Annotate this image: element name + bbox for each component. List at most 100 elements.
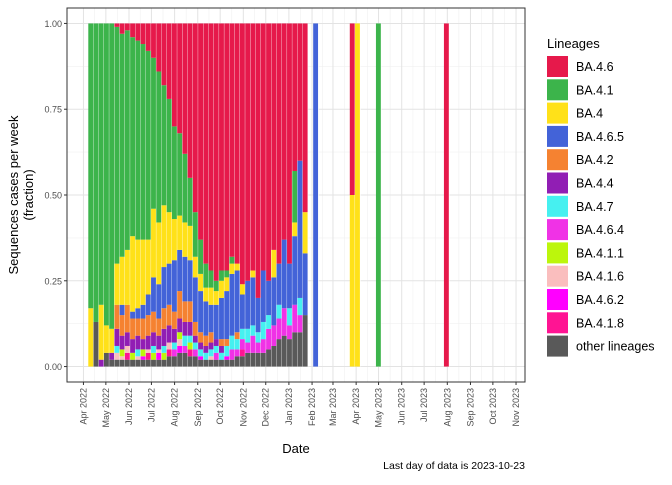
- week-bar: [151, 23, 157, 367]
- legend-swatch: [547, 265, 568, 287]
- bar-segment-ba-4-7: [250, 325, 256, 336]
- week-bar: [245, 23, 251, 367]
- bar-segment-ba-4-6-4: [192, 349, 199, 357]
- y-axis: 0.00 0.25 0.50 0.75 1.00: [44, 19, 67, 372]
- bar-segment-ba-4-6-5: [166, 263, 172, 305]
- bar-segment-ba-4-4: [203, 345, 209, 353]
- bar-segment-ba-4-6-5: [145, 294, 152, 316]
- bar-segment-ba-4-1: [198, 239, 204, 274]
- bar-segment-ba-4-1: [166, 98, 172, 213]
- x-tick-label: Sep 2023: [465, 388, 475, 427]
- bar-segment-ba-4-2: [171, 311, 178, 329]
- bar-segment-ba-4: [250, 270, 256, 278]
- bar-segment-ba-4-6: [151, 23, 157, 58]
- bar-segment-ba-4-6-4: [234, 349, 240, 357]
- bar-segment-ba-4-4: [198, 342, 204, 350]
- y-axis-title: Sequences cases per week (fraction): [6, 115, 36, 274]
- bar-segment-ba-4-2: [192, 321, 199, 336]
- bar-segment-ba-4-1: [114, 26, 120, 264]
- week-bar: [239, 23, 246, 367]
- week-bar: [224, 23, 230, 367]
- bar-segment-ba-4-6-4: [182, 345, 188, 353]
- bar-segment-ba-4: [130, 236, 136, 312]
- bar-segment-ba-4-6-5: [260, 270, 267, 322]
- week-bar: [135, 23, 141, 367]
- x-tick-label: Jul 2023: [419, 388, 429, 422]
- bar-segment-ba-4-6-5: [266, 280, 272, 316]
- week-bar: [88, 23, 94, 367]
- bar-segment-ba-4-1-6: [114, 352, 120, 360]
- bar-segment-ba-4-6: [229, 23, 235, 257]
- bar-segment-ba-4-6: [219, 23, 225, 271]
- bar-segment-ba-4-1: [229, 256, 235, 264]
- bar-segment-ba-4-7: [182, 335, 188, 346]
- bar-segment-ba-4-6-5: [250, 277, 256, 326]
- legend-item: BA.4.6.2: [547, 289, 624, 310]
- bar-segment-ba-4: [140, 239, 146, 305]
- bar-segment-ba-4-1: [156, 71, 162, 223]
- bar-segment-ba-4-6-5: [313, 23, 319, 367]
- bar-segment-ba-4-6-5: [156, 284, 162, 319]
- bar-segment-ba-4-1: [182, 153, 188, 223]
- bar-segment-ba-4-7: [219, 352, 225, 360]
- bar-segment-other-lineages: [234, 356, 240, 367]
- bar-segment-ba-4-4: [182, 321, 188, 336]
- week-bar: [234, 23, 241, 367]
- week-bar: [203, 23, 209, 367]
- legend-item: other lineages: [547, 335, 655, 357]
- bar-segment-other-lineages: [271, 345, 277, 367]
- bar-segment-ba-4: [145, 239, 152, 295]
- bars: [88, 23, 450, 367]
- bar-segment-ba-4-4: [140, 339, 146, 350]
- bar-segment-ba-4-6-2: [224, 356, 230, 360]
- bar-segment-ba-4-6-4: [287, 325, 293, 340]
- bar-segment-ba-4-6: [443, 23, 450, 367]
- bar-segment-ba-4-1-6: [177, 339, 183, 346]
- legend-item: BA.4.2: [547, 149, 614, 171]
- x-tick-label: Oct 2023: [488, 388, 498, 425]
- bar-segment-ba-4-2: [151, 311, 157, 333]
- legend-label: BA.4.1: [576, 83, 614, 97]
- y-axis-title-line-2: (fraction): [21, 169, 36, 220]
- bar-segment-ba-4-6: [224, 23, 230, 271]
- legend-swatch: [547, 195, 568, 217]
- bar-segment-ba-4: [292, 222, 298, 237]
- week-bar: [443, 23, 450, 367]
- bar-segment-ba-4-4: [130, 339, 136, 353]
- bar-segment-ba-4-1: [171, 126, 178, 220]
- week-bar: [208, 23, 215, 367]
- x-tick-label: Aug 2023: [442, 388, 452, 427]
- bar-segment-ba-4-1-1: [130, 352, 136, 360]
- bar-segment-ba-4: [234, 263, 240, 271]
- legend-item: BA.4.6.5: [547, 125, 624, 147]
- week-bar: [297, 23, 304, 367]
- week-bar: [355, 23, 361, 367]
- bar-segment-ba-4-6: [177, 23, 183, 134]
- bar-segment-ba-4-4: [171, 328, 178, 343]
- legend-item: BA.4.1.8: [547, 312, 624, 334]
- week-bar: [177, 23, 183, 367]
- bar-segment-ba-4-4: [109, 352, 115, 360]
- legend-label: BA.4.2: [576, 153, 614, 167]
- bar-segment-ba-4-6-5: [292, 236, 298, 305]
- bar-segment-ba-4-2: [135, 318, 141, 336]
- bar-segment-ba-4-4: [219, 345, 225, 353]
- bar-segment-ba-4-1: [292, 170, 298, 223]
- bar-segment-ba-4: [119, 256, 125, 305]
- week-bar: [349, 23, 356, 367]
- bar-segment-ba-4-6: [119, 23, 125, 34]
- bar-segment-ba-4-6: [281, 23, 288, 240]
- bar-segment-ba-4-7: [171, 342, 178, 350]
- bar-segment-other-lineages: [119, 359, 125, 367]
- bar-segment-other-lineages: [229, 359, 235, 367]
- legend-item: BA.4.1.1: [547, 242, 624, 264]
- bar-segment-ba-4-6: [271, 23, 277, 250]
- x-tick-label: Jul 2022: [146, 388, 156, 422]
- bar-segment-ba-4-6-5: [234, 270, 240, 333]
- bar-segment-ba-4-6: [255, 23, 261, 298]
- bar-segment-ba-4-6-2: [140, 356, 146, 360]
- bar-segment-ba-4-1-8: [166, 349, 172, 357]
- week-bar: [114, 23, 121, 367]
- bar-segment-other-lineages: [297, 332, 303, 367]
